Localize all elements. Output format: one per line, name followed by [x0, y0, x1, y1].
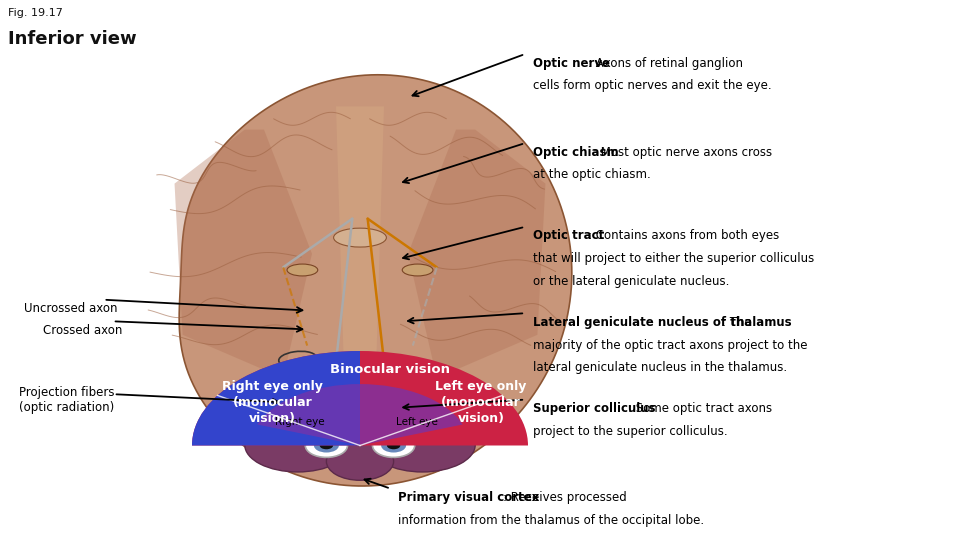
Text: Right eye: Right eye	[275, 416, 324, 427]
Circle shape	[372, 434, 415, 457]
Text: Optic chiasm: Optic chiasm	[533, 146, 618, 159]
Circle shape	[305, 434, 348, 457]
Text: : Receives processed: : Receives processed	[503, 491, 627, 504]
Text: at the optic chiasm.: at the optic chiasm.	[533, 168, 651, 181]
Text: : Most optic nerve axons cross: : Most optic nerve axons cross	[592, 146, 772, 159]
Text: : Contains axons from both eyes: : Contains axons from both eyes	[588, 230, 779, 242]
Polygon shape	[408, 130, 545, 378]
Ellipse shape	[326, 442, 394, 480]
Wedge shape	[257, 384, 463, 446]
Circle shape	[381, 438, 406, 453]
Ellipse shape	[287, 264, 318, 276]
Text: information from the thalamus of the occipital lobe.: information from the thalamus of the occ…	[398, 514, 705, 527]
Text: project to the superior colliculus.: project to the superior colliculus.	[533, 425, 728, 438]
Circle shape	[320, 442, 333, 449]
Ellipse shape	[370, 418, 475, 472]
Ellipse shape	[402, 264, 433, 276]
Text: Inferior view: Inferior view	[8, 30, 136, 48]
Text: Crossed axon: Crossed axon	[43, 324, 123, 337]
Text: Superior colliculus: Superior colliculus	[533, 402, 656, 415]
Polygon shape	[180, 75, 572, 486]
Circle shape	[387, 442, 400, 449]
Text: Left eye: Left eye	[396, 416, 438, 427]
Text: Optic tract: Optic tract	[533, 230, 604, 242]
Text: or the lateral geniculate nucleus.: or the lateral geniculate nucleus.	[533, 275, 730, 288]
Text: Right eye only
(monocular
vision): Right eye only (monocular vision)	[222, 381, 324, 426]
Wedge shape	[192, 351, 360, 445]
Text: : The: : The	[723, 316, 753, 329]
Text: Uncrossed axon: Uncrossed axon	[24, 302, 117, 315]
Text: Primary visual cortex: Primary visual cortex	[398, 491, 540, 504]
Text: Lateral geniculate nucleus of thalamus: Lateral geniculate nucleus of thalamus	[533, 316, 791, 329]
Polygon shape	[175, 130, 312, 378]
Text: Optic nerve: Optic nerve	[533, 57, 610, 70]
Ellipse shape	[245, 418, 350, 472]
Text: Left eye only
(monocular
vision): Left eye only (monocular vision)	[435, 381, 527, 426]
Ellipse shape	[334, 228, 386, 247]
Text: Projection fibers
(optic radiation): Projection fibers (optic radiation)	[19, 386, 114, 414]
Text: Fig. 19.17: Fig. 19.17	[8, 8, 62, 18]
Text: Binocular vision: Binocular vision	[330, 363, 450, 376]
Text: lateral geniculate nucleus in the thalamus.: lateral geniculate nucleus in the thalam…	[533, 361, 787, 374]
Wedge shape	[192, 351, 528, 445]
Text: cells form optic nerves and exit the eye.: cells form optic nerves and exit the eye…	[533, 79, 772, 92]
Text: : Axons of retinal ganglion: : Axons of retinal ganglion	[588, 57, 743, 70]
Text: that will project to either the superior colliculus: that will project to either the superior…	[533, 252, 814, 265]
Polygon shape	[336, 106, 384, 424]
Text: majority of the optic tract axons project to the: majority of the optic tract axons projec…	[533, 339, 807, 352]
Text: : Some optic tract axons: : Some optic tract axons	[628, 402, 772, 415]
Circle shape	[314, 438, 339, 453]
